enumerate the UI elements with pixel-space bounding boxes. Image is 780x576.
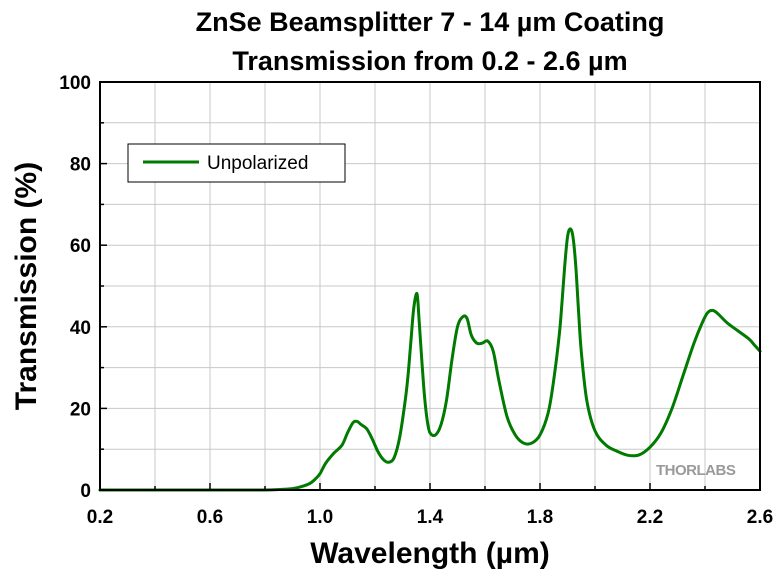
x-axis-label: Wavelength (µm) [310, 537, 550, 570]
series-line-1 [98, 227, 762, 492]
y-tick-label: 0 [80, 481, 91, 502]
y-tick-label: 60 [70, 236, 91, 257]
x-tick-label: 2.6 [747, 507, 773, 528]
y-tick-label: 20 [70, 399, 91, 420]
x-tick-label: 0.6 [197, 507, 223, 528]
x-tick-label: 1.4 [417, 507, 444, 528]
legend: Unpolarized [127, 143, 346, 183]
x-tick-label: 1.8 [527, 507, 553, 528]
series-layer [98, 227, 762, 492]
chart-title-line-1: ZnSe Beamsplitter 7 - 14 µm Coating [196, 7, 665, 37]
y-tick-label: 40 [70, 318, 91, 339]
x-tick-label: 0.2 [87, 507, 113, 528]
x-tick-label: 2.2 [637, 507, 663, 528]
chart-title-line-2: Transmission from 0.2 - 2.6 µm [232, 46, 627, 76]
watermark-logo: THORLABS [656, 462, 736, 479]
axis-ticks: 0.2 0.6 1.0 1.4 1.8 2.2 2.6 0 20 40 60 80 100 [59, 73, 773, 528]
legend-label-unpolarized: Unpolarized [207, 153, 308, 174]
y-axis-label: Transmission (%) [10, 162, 43, 410]
x-tick-label: 1.0 [307, 507, 333, 528]
y-tick-label: 100 [59, 73, 91, 94]
y-tick-label: 80 [70, 155, 91, 176]
